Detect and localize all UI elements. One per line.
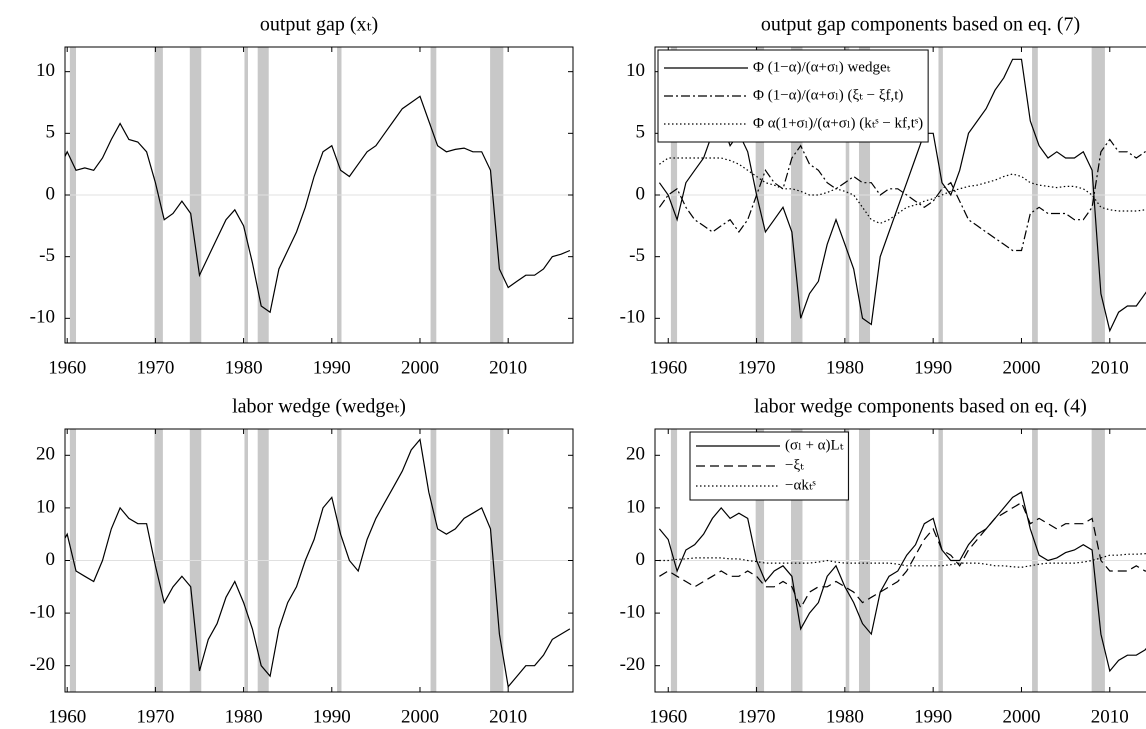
panel: labor wedge components based on eq. (4) -…	[620, 396, 1146, 727]
y-tick-label: -5	[39, 245, 55, 266]
legend: (σₗ + α)Lₜ −ξₜ −αkₜˢ	[689, 431, 849, 501]
x-tick-label: 1970	[738, 357, 776, 378]
plot-area	[65, 47, 573, 343]
plot-area	[655, 47, 1146, 343]
panel-title: labor wedge components based on eq. (4)	[754, 396, 1087, 418]
y-tick-label: 10	[36, 60, 55, 81]
y-tick-label: -10	[620, 307, 645, 328]
series-line	[65, 438, 571, 689]
x-tick-label: 1980	[225, 706, 263, 727]
series-line	[659, 501, 1146, 610]
legend-label: Φ α(1+σₗ)/(α+σₗ) (kₜˢ − kf,tˢ)	[753, 115, 923, 131]
x-tick-label: 2010	[1091, 706, 1129, 727]
x-tick-label: 1970	[136, 357, 174, 378]
axes-frame	[654, 428, 1146, 693]
x-tick-label: 2010	[489, 706, 527, 727]
y-tick-label: -10	[620, 601, 645, 622]
x-tick-label: 1980	[826, 357, 864, 378]
x-tick-label: 1990	[914, 706, 952, 727]
y-tick-label: 5	[636, 122, 646, 143]
x-tick-label: 2010	[489, 357, 527, 378]
x-tick-label: 1980	[225, 357, 263, 378]
x-tick-label: 1980	[826, 706, 864, 727]
legend-label: −ξₜ	[785, 457, 804, 473]
y-tick-label: -5	[629, 245, 645, 266]
y-tick-label: -20	[620, 654, 645, 675]
x-tick-label: 2000	[401, 706, 439, 727]
y-tick-label: 10	[626, 60, 645, 81]
x-tick-label: 1960	[48, 706, 86, 727]
x-tick-label: 1960	[649, 357, 687, 378]
plot-area	[655, 429, 1146, 692]
y-tick-label: 0	[46, 549, 56, 570]
legend-label: −αkₜˢ	[785, 477, 816, 493]
y-tick-label: 10	[36, 496, 55, 517]
series-line	[658, 138, 1146, 252]
legend: Φ (1−α)/(α+σₗ) wedgeₜ Φ (1−α)/(α+σₗ) (ξₜ …	[657, 49, 929, 143]
x-tick-label: 2000	[401, 357, 439, 378]
legend-label: Φ (1−α)/(α+σₗ) wedgeₜ	[753, 59, 891, 75]
x-tick-label: 2000	[1002, 357, 1040, 378]
y-tick-label: 20	[626, 444, 645, 465]
series-line	[65, 95, 571, 314]
x-tick-label: 1970	[738, 706, 776, 727]
y-tick-label: 20	[36, 444, 55, 465]
axes-frame	[654, 46, 1146, 344]
y-tick-label: -20	[30, 654, 55, 675]
x-tick-label: 1970	[136, 706, 174, 727]
legend-label: (σₗ + α)Lₜ	[785, 437, 844, 453]
series-line	[659, 157, 1146, 225]
panel-title: output gap (xₜ)	[260, 14, 378, 36]
y-tick-label: 10	[626, 496, 645, 517]
y-tick-label: -10	[30, 601, 55, 622]
x-tick-label: 1960	[649, 706, 687, 727]
series-line	[658, 58, 1146, 333]
series-line	[658, 491, 1146, 673]
axes-frame	[64, 428, 574, 693]
panel: labor wedge (wedgeₜ) -20 -10 0 10 20 1960 1970 1…	[30, 396, 574, 727]
x-tick-label: 1990	[914, 357, 952, 378]
x-tick-label: 2000	[1002, 706, 1040, 727]
y-tick-label: 5	[46, 122, 56, 143]
x-tick-label: 2010	[1091, 357, 1129, 378]
axes-frame	[64, 46, 574, 344]
plot-area	[65, 429, 573, 692]
y-tick-label: 0	[636, 183, 646, 204]
y-tick-label: 0	[46, 183, 56, 204]
x-tick-label: 1990	[313, 706, 351, 727]
panel: output gap components based on eq. (7) -1…	[620, 14, 1146, 378]
x-tick-label: 1960	[48, 357, 86, 378]
y-tick-label: 0	[636, 549, 646, 570]
panel: output gap (xₜ) -10 -5 0 5 10 1960 1970 1980 1990…	[30, 14, 574, 378]
x-tick-label: 1990	[313, 357, 351, 378]
y-tick-label: -10	[30, 307, 55, 328]
legend-label: Φ (1−α)/(α+σₗ) (ξₜ − ξf,t)	[753, 87, 903, 103]
series-line	[659, 552, 1146, 568]
panel-title: output gap components based on eq. (7)	[761, 14, 1080, 36]
panel-title: labor wedge (wedgeₜ)	[232, 396, 406, 418]
